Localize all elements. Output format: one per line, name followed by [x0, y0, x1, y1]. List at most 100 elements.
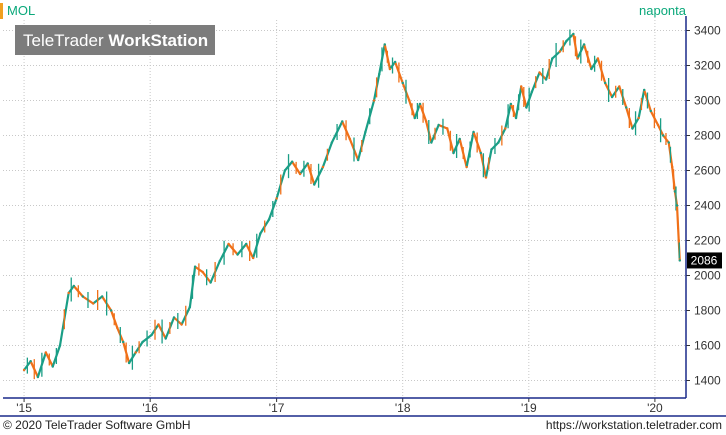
- price-point: [401, 81, 404, 85]
- y-tick-label: 2000: [694, 269, 721, 283]
- price-point: [538, 71, 541, 74]
- price-point: [172, 316, 176, 319]
- price-point: [188, 305, 192, 309]
- price-point: [275, 197, 278, 200]
- price-point: [36, 375, 40, 379]
- y-tick-label: 3200: [694, 59, 721, 73]
- price-point: [603, 81, 607, 85]
- price-point: [29, 360, 32, 363]
- y-tick-label: 2200: [694, 234, 721, 248]
- source-url-link[interactable]: https://workstation.teletrader.com: [545, 418, 722, 432]
- price-point: [259, 232, 262, 235]
- price-point: [446, 127, 449, 130]
- price-point: [313, 183, 316, 186]
- price-point: [72, 284, 76, 288]
- price-point: [127, 361, 131, 365]
- price-point: [91, 302, 95, 305]
- price-point: [164, 337, 167, 340]
- price-point: [590, 67, 593, 71]
- price-point: [558, 50, 562, 53]
- price-point: [675, 204, 679, 207]
- price-point: [514, 116, 518, 120]
- price-point: [677, 239, 680, 242]
- price-point: [667, 141, 670, 144]
- x-tick-label: '19: [521, 401, 537, 415]
- price-point: [418, 102, 422, 106]
- price-point: [209, 281, 212, 284]
- price-point: [472, 130, 475, 134]
- price-point: [388, 67, 392, 71]
- price-point: [631, 127, 634, 130]
- price-point: [150, 333, 153, 337]
- price-point: [678, 259, 681, 262]
- price-point: [348, 137, 352, 141]
- price-point: [525, 106, 528, 109]
- price-point: [227, 242, 230, 246]
- price-point: [465, 165, 468, 169]
- price-point: [576, 57, 579, 60]
- price-point: [356, 158, 360, 162]
- price-point: [157, 323, 160, 326]
- price-point: [298, 172, 302, 176]
- x-tick-label: '16: [142, 401, 158, 415]
- last-price-box: [687, 252, 722, 269]
- price-series: [22, 29, 681, 380]
- price-point: [551, 57, 554, 60]
- y-tick-label: 1800: [694, 304, 721, 318]
- price-point: [572, 32, 575, 36]
- price-point: [378, 73, 381, 76]
- price-point: [497, 141, 500, 144]
- price-point: [180, 323, 183, 326]
- price-point: [618, 85, 621, 88]
- watermark-bold: WorkStation: [108, 31, 208, 50]
- price-point: [520, 85, 523, 88]
- price-point: [661, 134, 665, 137]
- price-point: [193, 265, 197, 268]
- price-point: [251, 256, 255, 260]
- x-tick-label: '15: [16, 401, 32, 415]
- price-point: [637, 116, 640, 120]
- price-point: [596, 57, 600, 60]
- y-tick-label: 3400: [694, 24, 721, 38]
- price-point: [100, 295, 104, 298]
- price-point: [134, 351, 137, 354]
- price-point: [484, 176, 488, 179]
- x-tick-label: '20: [647, 401, 663, 415]
- price-point: [393, 60, 397, 64]
- price-point: [413, 116, 417, 120]
- price-point: [321, 165, 325, 169]
- price-point: [642, 88, 646, 92]
- price-point: [673, 190, 677, 193]
- price-point: [437, 123, 440, 127]
- price-point: [544, 78, 548, 81]
- watermark-light: TeleTrader: [23, 31, 108, 50]
- price-point: [341, 120, 344, 123]
- price-point: [201, 270, 204, 274]
- price-point: [364, 130, 367, 134]
- axes: 1400 1600 1800 2000 2200 2400 2600 2800 3000 3200…: [0, 16, 726, 417]
- price-point: [656, 123, 660, 127]
- y-tick-label: 3000: [694, 94, 721, 108]
- price-point: [430, 141, 433, 144]
- price-point: [22, 368, 26, 372]
- y-tick-label: 1400: [694, 374, 721, 388]
- price-point: [116, 326, 119, 330]
- price-point: [122, 340, 125, 344]
- price-point: [383, 43, 386, 46]
- last-price-label: 2086: [691, 253, 718, 267]
- price-point: [44, 351, 48, 354]
- price-point: [565, 39, 568, 43]
- y-tick-label: 1600: [694, 339, 721, 353]
- y-tick-label: 2400: [694, 199, 721, 213]
- symbol-accent-bar: [0, 3, 3, 19]
- price-point: [452, 151, 455, 155]
- price-point: [290, 160, 294, 163]
- watermark-box: [15, 25, 215, 55]
- price-point: [67, 291, 70, 295]
- price-point: [109, 309, 113, 312]
- y-tick-label: 2600: [694, 164, 721, 178]
- price-point: [479, 151, 482, 155]
- price-point: [509, 102, 513, 106]
